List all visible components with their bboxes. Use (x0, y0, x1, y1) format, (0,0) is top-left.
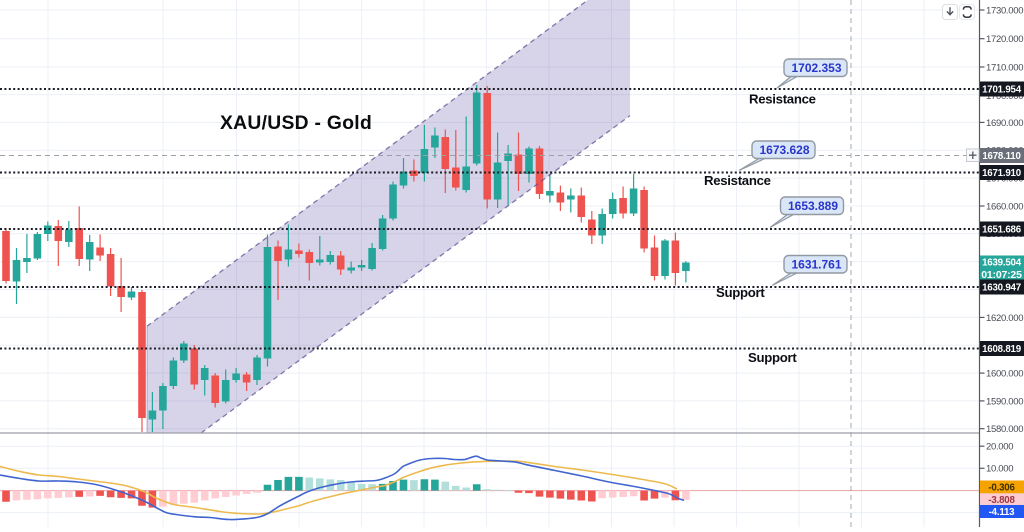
svg-text:Resistance: Resistance (704, 173, 771, 188)
svg-text:1702.353: 1702.353 (791, 61, 841, 75)
svg-text:1673.628: 1673.628 (759, 143, 809, 157)
svg-text:1620.000: 1620.000 (986, 313, 1023, 324)
svg-text:1710.000: 1710.000 (986, 62, 1023, 73)
svg-text:1701.954: 1701.954 (982, 85, 1022, 96)
svg-text:1671.910: 1671.910 (982, 168, 1021, 179)
svg-text:01:07:25: 01:07:25 (981, 269, 1022, 281)
svg-text:1639.504: 1639.504 (982, 258, 1022, 269)
svg-text:Support: Support (716, 285, 765, 300)
svg-text:-0.306: -0.306 (988, 483, 1015, 494)
svg-text:1690.000: 1690.000 (986, 118, 1023, 129)
svg-text:1730.000: 1730.000 (986, 5, 1023, 16)
svg-text:1653.889: 1653.889 (788, 199, 838, 213)
svg-text:1580.000: 1580.000 (986, 424, 1023, 435)
svg-text:10.000: 10.000 (986, 464, 1013, 475)
svg-text:Support: Support (748, 350, 797, 365)
svg-text:1651.686: 1651.686 (982, 225, 1022, 236)
svg-text:20.000: 20.000 (986, 442, 1013, 453)
svg-text:1600.000: 1600.000 (986, 369, 1023, 380)
svg-text:1590.000: 1590.000 (986, 396, 1023, 407)
svg-text:XAU/USD - Gold: XAU/USD - Gold (220, 113, 372, 134)
svg-text:-4.113: -4.113 (989, 507, 1016, 518)
svg-text:1631.761: 1631.761 (791, 258, 841, 272)
svg-text:1678.110: 1678.110 (982, 151, 1020, 162)
svg-text:1720.000: 1720.000 (986, 34, 1023, 45)
svg-text:-3.808: -3.808 (988, 495, 1015, 506)
svg-text:Resistance: Resistance (749, 92, 816, 107)
svg-text:1630.947: 1630.947 (982, 283, 1021, 294)
svg-text:1660.000: 1660.000 (986, 201, 1023, 212)
svg-text:1608.819: 1608.819 (982, 344, 1022, 355)
